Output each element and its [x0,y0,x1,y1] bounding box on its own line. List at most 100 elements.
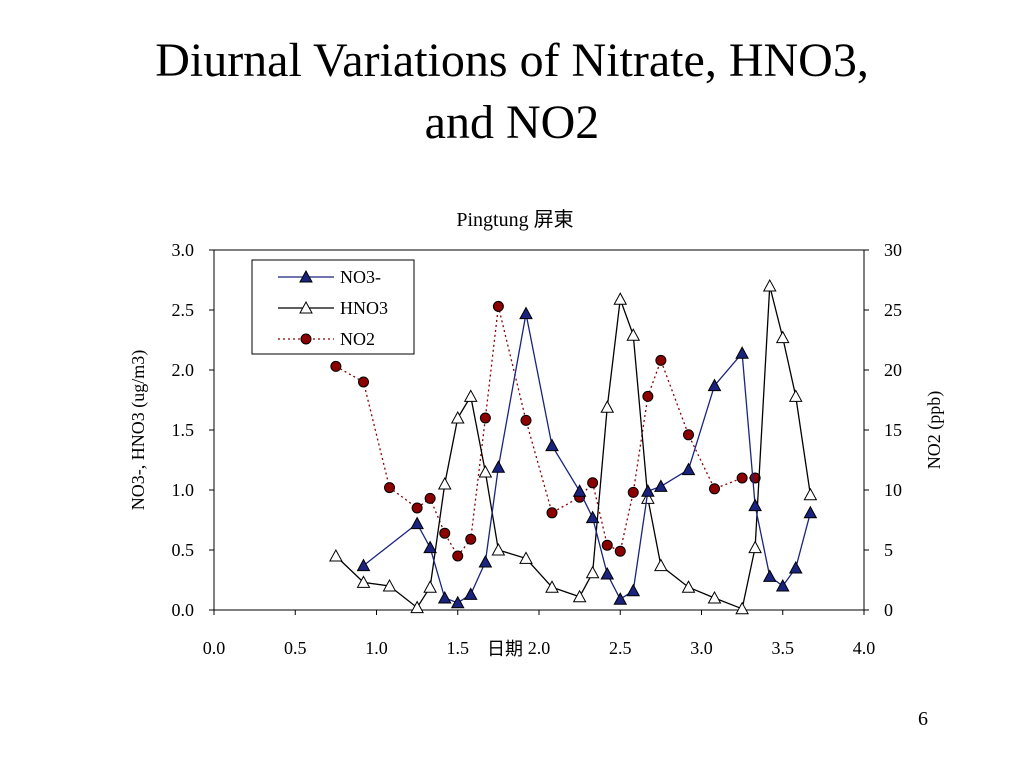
y2-tick-label: 15 [884,420,902,440]
x-tick-label: 3.5 [772,638,795,658]
point-no3 [491,460,506,473]
point-no2 [358,376,369,388]
point-no2 [587,477,599,489]
slide-title-line-1: Diurnal Variations of Nitrate, HNO3, [155,34,869,87]
series-no2 [330,300,761,562]
point-no3 [626,583,641,597]
point-no3 [775,578,790,592]
point-no2 [614,545,626,557]
point-no3 [356,558,371,572]
point-hno3 [545,580,559,593]
y2-axis-ticks: 0 5 10 15 20 25 30 [864,240,902,620]
point-no2 [411,502,423,514]
point-no2 [601,539,613,551]
x-tick-label: 2.0 [528,638,551,658]
legend-entry-no3: NO3- [278,267,381,287]
chart-title: Pingtung 屏東 [456,208,573,231]
point-no2 [384,482,395,494]
point-no2 [709,483,720,495]
point-no3 [410,516,424,530]
point-no3 [423,540,437,554]
point-hno3 [463,389,478,402]
point-no3 [437,590,452,604]
x-tick-label: 3.0 [690,638,713,658]
point-hno3 [585,565,600,579]
point-hno3 [748,540,762,554]
point-hno3 [329,548,343,562]
point-hno3 [423,580,437,593]
point-hno3 [735,601,749,615]
point-hno3 [788,389,803,402]
point-hno3 [654,558,668,572]
point-no3 [545,438,559,452]
x-tick-label: 2.5 [609,638,632,658]
legend-marker [300,333,312,345]
point-no3 [654,479,668,492]
point-no2 [330,360,342,372]
point-no3 [613,592,628,605]
point-hno3 [681,580,696,593]
point-hno3 [600,400,615,413]
point-no3 [788,560,803,574]
y2-axis-label: NO2 (ppb) [924,391,945,470]
x-axis-label: 日期 [487,639,523,659]
point-no2 [452,550,464,562]
legend-marker [299,300,313,314]
point-no2 [439,527,451,539]
point-hno3 [450,410,465,424]
y-axis-label: NO3-, HNO3 (ug/m3) [128,350,149,510]
point-no3 [681,462,696,476]
legend-label: HNO3 [340,298,388,318]
point-no3 [748,498,762,512]
point-hno3 [762,278,777,292]
x-tick-label: 1.5 [447,638,470,658]
y2-tick-label: 20 [884,360,902,380]
x-tick-label: 0.5 [284,638,307,658]
y-tick-label: 3.0 [172,240,195,260]
y-tick-label: 1.5 [172,420,195,440]
point-no3 [463,587,478,600]
point-hno3 [478,464,493,478]
point-no2 [492,300,504,312]
point-no2 [642,390,654,402]
point-no2 [736,472,748,484]
slide-title: Diurnal Variations of Nitrate, HNO3, and… [0,30,1024,154]
point-hno3 [382,578,397,592]
point-hno3 [803,487,818,501]
point-no2 [627,486,639,498]
point-no2 [683,429,694,441]
point-no3 [478,554,493,568]
point-hno3 [775,330,790,344]
point-hno3 [491,542,506,556]
legend-entry-no2: NO2 [278,329,375,349]
point-no2 [465,533,477,545]
point-no3 [450,595,465,609]
legend-label: NO3- [340,267,381,287]
point-no3 [585,510,600,524]
y2-tick-label: 0 [884,600,893,620]
series-no3 [356,306,818,609]
point-no3 [641,484,655,497]
point-no3 [600,566,615,580]
point-no2 [655,354,667,366]
y-tick-label: 2.0 [172,360,195,380]
legend-box [251,259,415,355]
point-hno3 [437,476,452,490]
point-no2 [546,507,558,519]
y2-tick-label: 10 [884,480,902,500]
point-no3 [707,378,722,392]
y-tick-label: 0.0 [172,600,195,620]
point-hno3 [519,551,533,564]
point-hno3 [613,292,628,305]
point-no3 [519,306,533,320]
point-no3 [803,505,818,519]
legend-marker [299,269,313,283]
page-number: 6 [918,708,928,730]
x-tick-label: 1.0 [365,638,388,658]
y2-tick-label: 25 [884,300,902,320]
point-hno3 [641,491,655,504]
y-tick-label: 1.0 [172,480,195,500]
point-no3 [572,484,587,497]
legend-entry-hno3: HNO3 [278,298,388,318]
y2-tick-label: 30 [884,240,902,260]
